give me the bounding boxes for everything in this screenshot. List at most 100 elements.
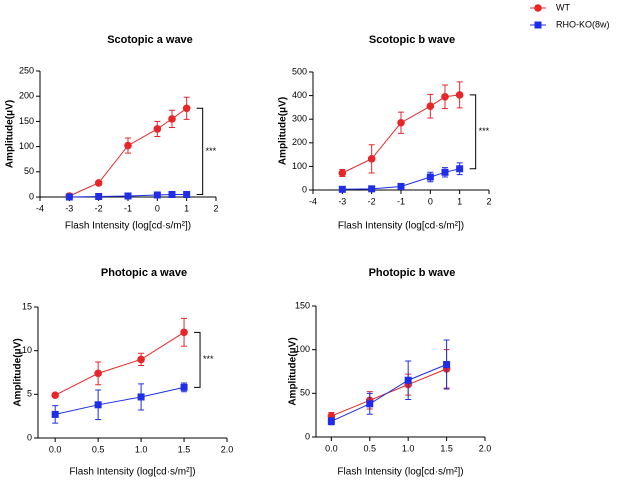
x-tick-label: 1.0 <box>135 444 148 454</box>
y-tick-label: 0 <box>302 184 307 194</box>
marker <box>534 21 542 29</box>
significance-label: *** <box>203 354 214 364</box>
x-tick-label: -4 <box>309 196 317 206</box>
y-tick-label: 5 <box>27 389 32 399</box>
y-tick-label: 200 <box>19 91 34 101</box>
y-axis-label: Amplitude(μV) <box>13 338 24 406</box>
marker <box>180 328 188 337</box>
chart-title: Scotopic b wave <box>369 34 455 46</box>
legend-label: RHO-KO(8w) <box>556 19 610 29</box>
y-axis-label: Amplitude(μV) <box>278 97 289 165</box>
significance-label: *** <box>479 126 490 136</box>
x-tick-label: 0.0 <box>325 443 338 453</box>
marker <box>338 185 346 193</box>
legend-label: WT <box>556 2 570 12</box>
series-line <box>55 386 185 415</box>
x-tick-label: 0 <box>428 196 433 206</box>
x-tick-label: 2.0 <box>221 444 234 454</box>
x-tick-label: -1 <box>397 196 405 206</box>
y-tick-label: 100 <box>295 344 310 354</box>
x-tick-label: 1.5 <box>178 444 191 454</box>
marker <box>441 92 449 101</box>
y-tick-label: 10 <box>22 345 32 355</box>
marker <box>124 192 132 200</box>
marker <box>124 141 132 150</box>
x-tick-label: 1 <box>457 196 462 206</box>
y-tick-label: 200 <box>292 137 307 147</box>
marker <box>51 391 59 400</box>
x-axis-label: Flash Intensity (log[cd·s/m²]) <box>65 221 191 232</box>
marker <box>94 401 102 409</box>
x-tick-label: 0.0 <box>49 444 62 454</box>
y-tick-label: 400 <box>292 90 307 100</box>
x-tick-label: -4 <box>36 203 44 213</box>
marker <box>180 383 188 391</box>
x-tick-label: 2.0 <box>479 443 492 453</box>
x-axis-label: Flash Intensity (log[cd·s/m²]) <box>337 467 463 478</box>
x-tick-label: -1 <box>124 203 132 213</box>
series-line <box>331 364 447 422</box>
marker <box>65 193 73 201</box>
marker <box>455 91 464 99</box>
x-tick-label: 2 <box>486 196 491 206</box>
marker <box>153 191 161 199</box>
x-tick-label: -2 <box>368 196 376 206</box>
y-tick-label: 250 <box>19 65 34 75</box>
y-tick-label: 100 <box>292 161 307 171</box>
x-tick-label: 2 <box>213 203 218 213</box>
series-line <box>54 331 185 396</box>
y-tick-label: 0 <box>305 431 310 441</box>
significance-bracket <box>194 331 201 388</box>
marker <box>404 376 412 384</box>
marker <box>168 115 176 123</box>
marker <box>426 173 434 181</box>
marker <box>153 125 162 133</box>
marker <box>366 400 374 408</box>
marker <box>441 168 449 176</box>
marker <box>368 185 376 193</box>
marker <box>94 179 103 187</box>
marker <box>183 190 191 198</box>
marker <box>182 104 191 113</box>
marker <box>137 355 145 364</box>
x-axis-label: Flash Intensity (log[cd·s/m²]) <box>69 467 195 478</box>
y-tick-label: 150 <box>19 116 34 126</box>
marker <box>397 118 405 127</box>
marker <box>426 102 435 111</box>
marker <box>338 169 347 177</box>
x-tick-label: 0.5 <box>364 443 377 453</box>
marker <box>168 190 176 198</box>
x-tick-label: 1.0 <box>402 443 415 453</box>
marker <box>327 417 335 425</box>
y-tick-label: 0 <box>27 432 32 442</box>
marker <box>456 165 464 173</box>
x-axis-label: Flash Intensity (log[cd·s/m²]) <box>338 221 464 232</box>
y-tick-label: 100 <box>19 141 34 151</box>
x-tick-label: 0 <box>155 203 160 213</box>
x-tick-label: 1 <box>184 203 189 213</box>
series-line <box>342 94 460 174</box>
y-tick-label: 0 <box>29 191 34 201</box>
y-axis-label: Amplitude(μV) <box>288 337 299 405</box>
chart-title: Scotopic a wave <box>107 34 193 46</box>
x-tick-label: -3 <box>338 196 346 206</box>
chart-title: Photopic b wave <box>369 267 456 279</box>
significance-bracket <box>196 107 204 195</box>
y-tick-label: 15 <box>22 301 32 311</box>
x-tick-label: -3 <box>65 203 73 213</box>
marker <box>534 4 542 12</box>
y-tick-label: 50 <box>24 166 34 176</box>
marker <box>397 182 405 190</box>
y-tick-label: 300 <box>292 114 307 124</box>
chart-title: Photopic a wave <box>101 267 187 279</box>
y-tick-label: 150 <box>295 300 310 310</box>
y-tick-label: 500 <box>292 66 307 76</box>
marker <box>443 361 451 369</box>
significance-bracket <box>469 94 477 170</box>
marker <box>137 393 145 401</box>
significance-label: *** <box>206 146 217 156</box>
x-tick-label: 1.5 <box>440 443 453 453</box>
marker <box>367 155 376 163</box>
y-tick-label: 50 <box>300 388 310 398</box>
